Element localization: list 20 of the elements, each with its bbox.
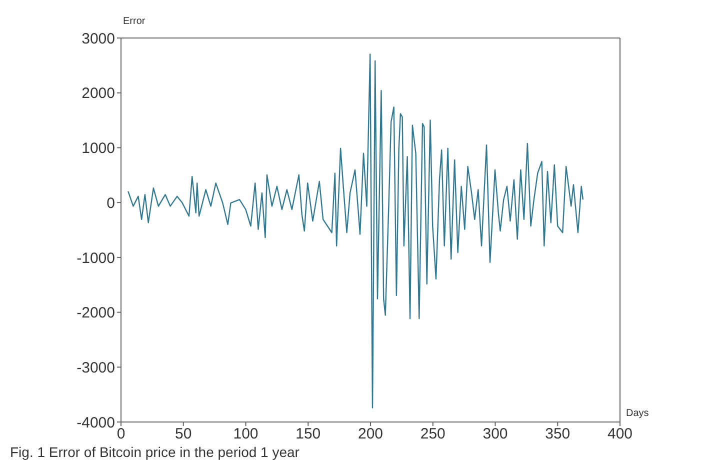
x-tick-label: 350 — [545, 426, 570, 443]
y-tick-label: -2000 — [76, 304, 115, 322]
x-tick-label: 50 — [175, 426, 192, 443]
x-tick-label: 150 — [296, 426, 321, 443]
y-axis-title: Error — [123, 16, 146, 27]
y-tick-label: 2000 — [82, 85, 115, 102]
x-tick-label: 100 — [233, 426, 258, 443]
x-tick-label: 300 — [482, 426, 508, 443]
y-tick-label: -4000 — [76, 414, 115, 432]
line-series — [128, 54, 584, 408]
y-tick-label: 0 — [106, 194, 115, 212]
x-tick-label: 250 — [420, 426, 446, 443]
x-tick-label: 200 — [358, 426, 384, 443]
y-tick-label: -1000 — [76, 250, 115, 267]
y-tick-label: 1000 — [82, 140, 115, 158]
x-tick-label: 400 — [607, 426, 633, 443]
y-tick-label: 3000 — [82, 30, 115, 48]
y-tick-label: -3000 — [76, 359, 115, 376]
caption: Fig. 1 Error of Bitcoin price in the period 1 year — [10, 444, 300, 460]
x-axis-title: Days — [626, 408, 649, 419]
